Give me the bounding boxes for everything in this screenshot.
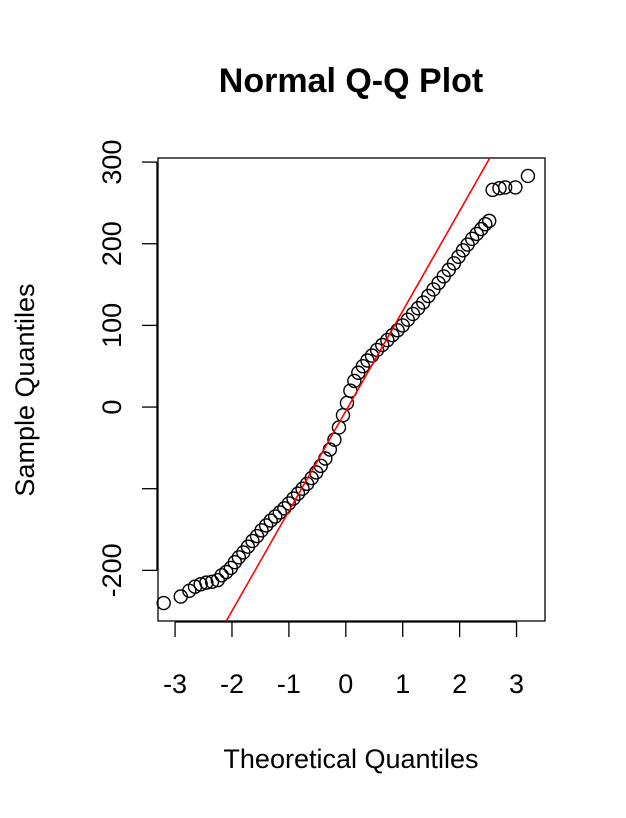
x-tick-label: -2 bbox=[220, 669, 244, 699]
data-point bbox=[272, 505, 287, 520]
x-tick-label: -1 bbox=[277, 669, 301, 699]
data-point bbox=[240, 539, 256, 554]
x-tick-label: 3 bbox=[509, 669, 524, 699]
data-point bbox=[405, 306, 421, 322]
data-point bbox=[460, 237, 475, 252]
data-point bbox=[204, 574, 220, 590]
data-point bbox=[268, 509, 283, 524]
data-point bbox=[469, 226, 484, 242]
x-tick-label: 2 bbox=[452, 669, 467, 699]
y-tick-label: 100 bbox=[97, 303, 127, 348]
data-point bbox=[258, 518, 274, 533]
data-point bbox=[254, 523, 269, 538]
data-point bbox=[199, 575, 214, 590]
data-point bbox=[410, 301, 426, 316]
y-tick-label: 200 bbox=[97, 221, 127, 266]
data-point bbox=[380, 332, 395, 348]
data-point bbox=[492, 181, 507, 196]
y-tick-label: 300 bbox=[97, 140, 127, 185]
data-point bbox=[482, 213, 497, 229]
data-point bbox=[474, 221, 489, 237]
x-axis: -3 -2 -1 0 1 2 3 bbox=[163, 621, 524, 699]
x-tick-label: -3 bbox=[163, 669, 187, 699]
data-point bbox=[210, 572, 225, 588]
data-point bbox=[295, 481, 310, 496]
data-point bbox=[227, 555, 243, 570]
data-point bbox=[347, 373, 362, 389]
reference-line bbox=[225, 157, 491, 622]
data-point bbox=[478, 216, 493, 232]
data-point bbox=[263, 513, 278, 528]
data-point bbox=[290, 486, 306, 501]
data-points bbox=[156, 168, 536, 611]
data-point bbox=[231, 550, 247, 565]
x-axis-label: Theoretical Quantiles bbox=[223, 744, 478, 774]
y-tick-label: 0 bbox=[97, 400, 127, 415]
data-point bbox=[193, 577, 208, 592]
data-point bbox=[156, 595, 171, 611]
data-point bbox=[508, 180, 523, 195]
data-point bbox=[520, 168, 536, 184]
chart-title: Normal Q-Q Plot bbox=[219, 62, 483, 100]
data-point bbox=[375, 337, 390, 353]
data-point bbox=[286, 491, 301, 506]
y-axis-label: Sample Quantiles bbox=[10, 283, 40, 496]
data-point bbox=[245, 533, 260, 549]
data-point bbox=[497, 180, 513, 195]
y-axis: -200 0 100 200 300 bbox=[97, 140, 158, 597]
data-point bbox=[400, 312, 416, 327]
plot-frame bbox=[157, 157, 546, 622]
data-point bbox=[327, 432, 342, 447]
y-tick-label: -200 bbox=[97, 543, 127, 597]
data-point bbox=[219, 564, 234, 580]
data-point bbox=[464, 231, 480, 247]
x-tick-label: 0 bbox=[338, 669, 353, 699]
data-point bbox=[214, 568, 229, 583]
x-tick-label: 1 bbox=[395, 669, 410, 699]
